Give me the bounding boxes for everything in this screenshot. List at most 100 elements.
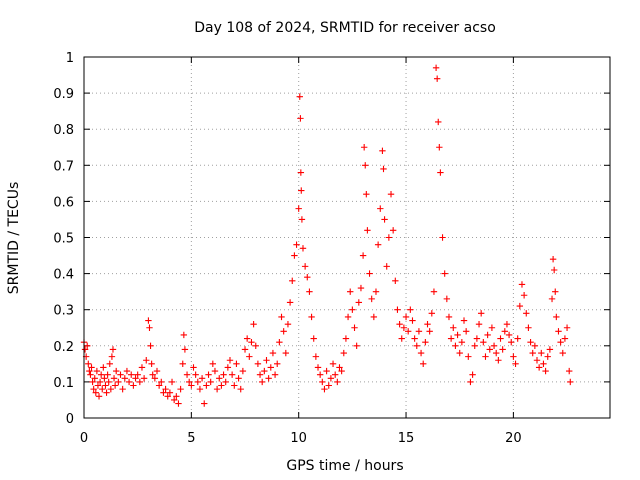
data-point [462,328,470,335]
data-point [205,371,212,378]
y-tick-label: 1 [66,51,74,66]
y-tick-label: 0.3 [53,304,74,319]
data-point [344,313,352,321]
data-point [355,299,363,306]
data-point [88,364,95,371]
y-axis-label: SRMTID / TECUs [6,182,22,295]
data-point [110,375,118,382]
data-point [89,378,96,386]
data-point [523,310,530,317]
data-point [387,190,395,198]
tick-labels: 00.10.20.30.40.50.60.70.80.910 5 10 15 20 [53,51,521,446]
data-point [86,367,93,375]
data-point [497,335,504,342]
grid-lines [84,57,610,418]
data-point [394,306,401,313]
data-point [237,385,244,393]
data-point [282,349,290,357]
data-point [111,382,119,389]
data-point [190,364,197,371]
data-point [520,292,528,299]
data-point [512,360,519,368]
data-point [252,342,259,349]
data-point [297,115,304,122]
data-point [192,371,199,378]
data-point [426,328,433,335]
data-point [224,364,232,371]
data-point [385,234,393,241]
data-point [334,378,341,386]
data-point [454,331,461,339]
data-point [296,93,303,100]
data-point [284,320,292,328]
data-point [155,382,163,389]
data-point [103,389,110,396]
data-point [105,378,112,386]
data-point [567,378,574,386]
y-tick-label: 0.1 [53,376,74,391]
data-point [274,360,281,368]
data-point [81,346,89,353]
data-point [177,385,184,393]
data-point [180,331,188,339]
data-point [362,162,369,169]
data-point [347,288,354,295]
data-point [301,263,309,270]
data-point [516,302,524,310]
data-point [316,371,324,378]
data-point [106,360,113,368]
data-point [130,382,137,389]
data-point [146,324,153,331]
data-point [226,357,234,364]
data-point [153,367,161,375]
y-tick-label: 0 [66,412,74,427]
data-point [289,277,296,285]
chart-title: Day 108 of 2024, SRMTID for receiver acs… [194,20,496,36]
data-point [435,118,442,126]
data-point [173,393,180,400]
data-point [310,335,317,342]
data-point [415,328,423,335]
data-point [437,169,444,176]
data-point [499,346,506,353]
data-point [488,324,496,331]
data-point [360,144,368,151]
data-point [166,389,174,396]
data-point [508,338,515,346]
data-point [329,360,337,368]
data-point [211,367,219,375]
data-point [276,338,283,346]
y-tick-label: 0.2 [53,340,74,355]
data-point [198,375,206,382]
data-point [396,320,403,328]
data-point [413,342,420,349]
y-tick-label: 0.6 [53,195,74,210]
data-point [514,335,521,342]
data-point [458,338,466,346]
data-point [220,371,227,378]
data-point [101,375,108,382]
data-point [196,385,204,393]
data-point [542,367,549,375]
data-point [447,335,455,342]
data-point [113,367,120,375]
data-point [216,375,223,382]
data-point [404,328,412,335]
data-point [409,317,416,324]
data-point [314,364,322,371]
data-point [471,342,478,349]
data-point [338,367,345,375]
data-point [484,331,491,339]
y-tick-label: 0.5 [53,232,74,247]
data-point [527,338,534,346]
data-point [278,313,285,321]
data-point [265,375,272,382]
data-point [548,295,556,303]
data-point [308,313,315,321]
data-point [424,320,431,328]
data-point [389,227,397,234]
data-point [398,335,405,342]
data-point [250,320,257,328]
data-point [331,371,339,378]
data-point [239,367,247,375]
